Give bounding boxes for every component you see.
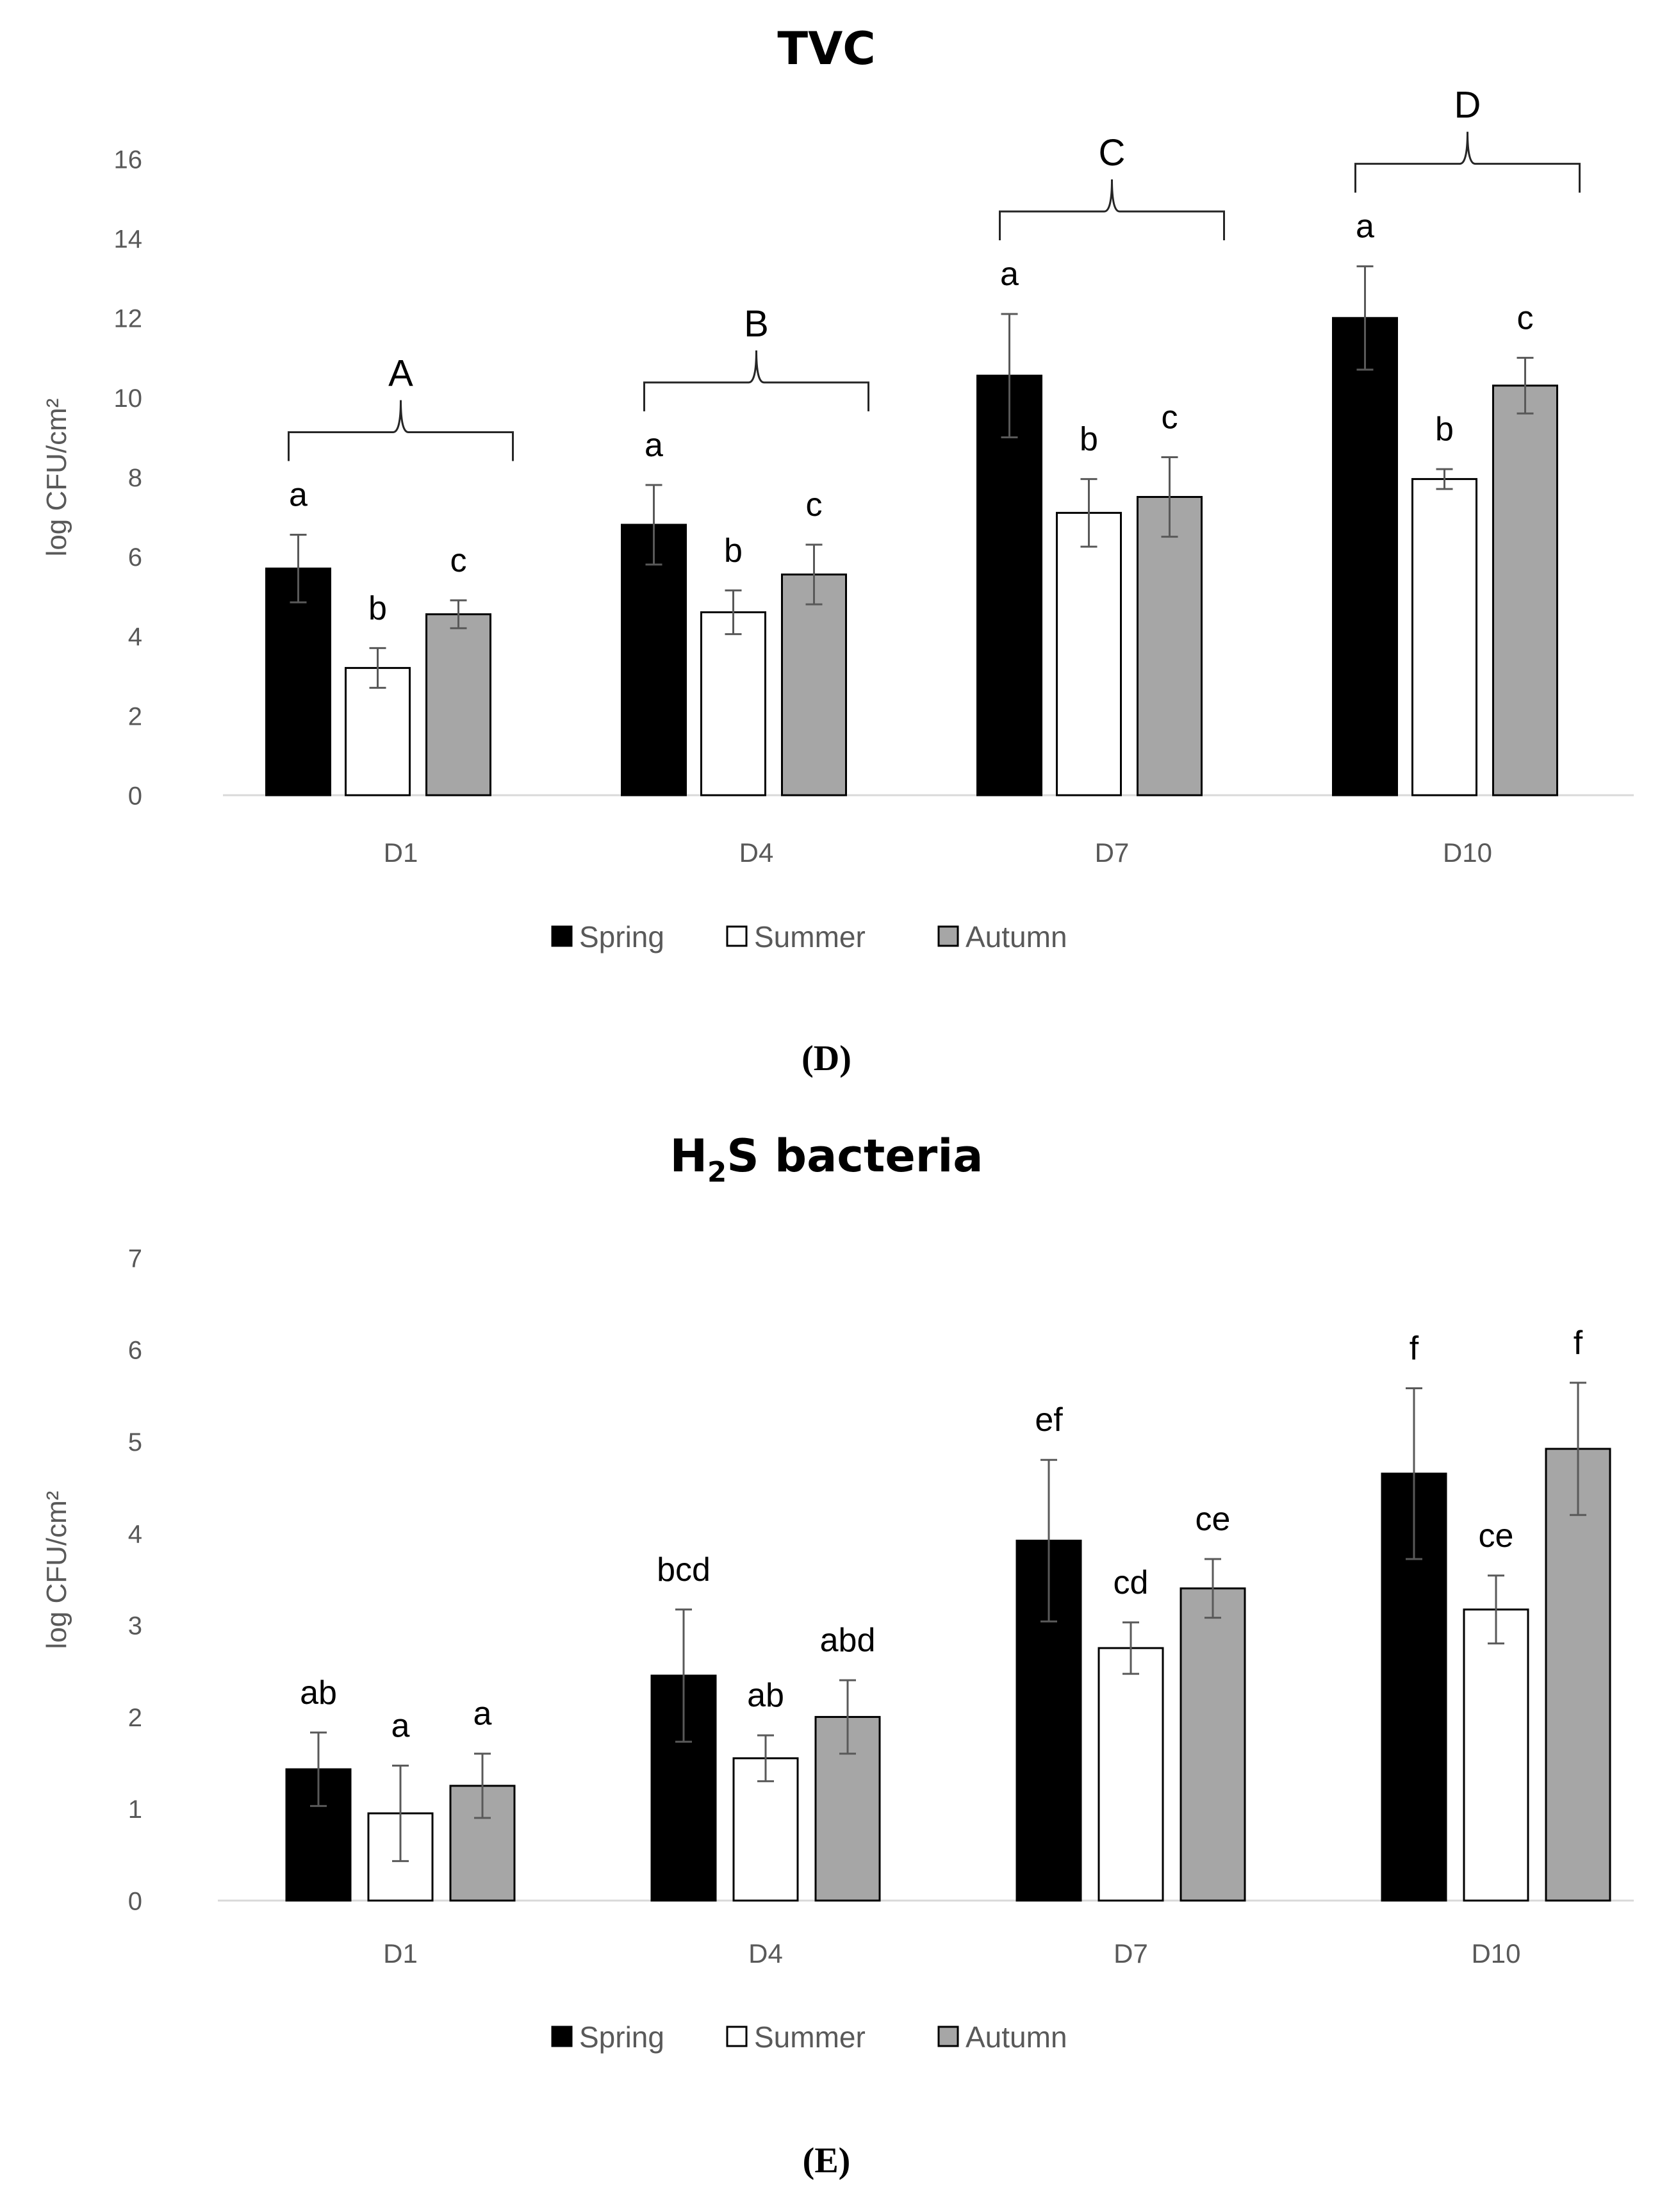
- significance-letter: b: [1435, 411, 1454, 448]
- y-tick-label: 4: [128, 623, 142, 651]
- significance-letter: b: [1080, 421, 1098, 458]
- significance-letter: a: [1356, 208, 1374, 245]
- chart-title: TVC: [777, 22, 875, 75]
- group-letter: D: [1454, 85, 1481, 126]
- panel-label: (D): [802, 1039, 851, 1078]
- y-tick-label: 2: [128, 702, 142, 730]
- y-tick-label: 12: [114, 305, 143, 333]
- y-tick-label: 4: [128, 1520, 142, 1548]
- significance-letter: c: [450, 542, 467, 579]
- legend-swatch-autumn: [937, 2026, 959, 2047]
- chart-title-part: H: [670, 1130, 707, 1182]
- y-tick-label: 0: [128, 1887, 142, 1915]
- y-tick-label: 6: [128, 543, 142, 572]
- y-tick-label: 8: [128, 464, 142, 492]
- legend-label-spring: Spring: [579, 920, 664, 953]
- y-tick-label: 16: [114, 145, 143, 174]
- significance-letter: c: [1517, 299, 1534, 336]
- bar-autumn: [1545, 1448, 1611, 1902]
- x-tick-label: D1: [383, 1938, 418, 1969]
- y-tick-label: 3: [128, 1612, 142, 1640]
- bar-spring: [265, 567, 331, 796]
- x-tick-label: D1: [384, 838, 418, 868]
- bar-summer: [700, 611, 766, 796]
- y-tick-label: 5: [128, 1428, 142, 1457]
- legend-swatch-autumn: [937, 925, 959, 947]
- y-tick-label: 6: [128, 1337, 142, 1365]
- legend-label-summer: Summer: [754, 2020, 866, 2054]
- legend-label-autumn: Autumn: [966, 920, 1067, 953]
- significance-letter: a: [391, 1707, 410, 1744]
- significance-letter: ce: [1196, 1501, 1231, 1538]
- bar-autumn: [425, 613, 491, 796]
- significance-letter: a: [289, 476, 308, 513]
- bar-autumn: [1137, 496, 1203, 796]
- bar-spring: [1332, 317, 1398, 796]
- y-axis-label: log CFU/cm²: [41, 399, 72, 557]
- bar-spring: [976, 374, 1042, 796]
- group-brace: [1354, 131, 1581, 193]
- significance-letter: b: [724, 532, 743, 569]
- chart-title-subscript: 2: [707, 1157, 727, 1189]
- group-brace: [999, 179, 1225, 241]
- chart-title-part: S bacteria: [727, 1130, 983, 1182]
- group-brace: [643, 350, 869, 411]
- significance-letter: b: [368, 590, 387, 627]
- x-tick-label: D7: [1095, 838, 1130, 868]
- significance-letter: f: [1574, 1325, 1583, 1362]
- bar-summer: [345, 666, 411, 796]
- significance-letter: ef: [1035, 1401, 1063, 1439]
- legend-swatch-summer: [726, 2026, 748, 2047]
- group-letter: C: [1099, 132, 1126, 174]
- x-tick-label: D10: [1471, 1938, 1520, 1969]
- significance-letter: f: [1410, 1330, 1419, 1367]
- x-tick-label: D7: [1114, 1938, 1148, 1969]
- significance-letter: c: [1162, 399, 1178, 436]
- bar-summer: [1411, 478, 1477, 796]
- significance-letter: ab: [300, 1674, 337, 1712]
- bar-autumn: [1492, 384, 1558, 796]
- y-tick-label: 1: [128, 1795, 142, 1824]
- significance-letter: abd: [820, 1622, 876, 1659]
- bar-summer: [1098, 1647, 1164, 1902]
- bar-spring: [621, 524, 687, 796]
- significance-letter: cd: [1114, 1564, 1149, 1601]
- tvc-chart: TVC 0 2 4 6 8 10 12 14 16 log CFU/cm² a b c D1 a b c D4 a b c…: [41, 22, 1634, 1078]
- legend-label-summer: Summer: [754, 920, 866, 953]
- panel-label: (E): [803, 2141, 851, 2181]
- group-letter: A: [388, 352, 413, 394]
- bar-autumn: [781, 574, 847, 796]
- legend-swatch-summer: [726, 925, 748, 947]
- y-tick-label: 0: [128, 782, 142, 810]
- y-axis-label: log CFU/cm²: [41, 1491, 72, 1649]
- x-tick-label: D4: [739, 838, 774, 868]
- bar-summer: [1056, 511, 1122, 796]
- x-tick-label: D4: [748, 1938, 783, 1969]
- chart-title: H2S bacteria: [670, 1130, 983, 1189]
- significance-letter: a: [1000, 256, 1019, 293]
- y-tick-label: 14: [114, 226, 143, 254]
- group-brace: [288, 400, 514, 461]
- significance-letter: c: [806, 486, 823, 524]
- bar-autumn: [1180, 1587, 1246, 1902]
- significance-letter: ab: [747, 1677, 784, 1714]
- significance-letter: bcd: [657, 1551, 711, 1589]
- y-tick-label: 2: [128, 1704, 142, 1732]
- y-tick-label: 10: [114, 384, 143, 413]
- group-letter: B: [744, 303, 769, 345]
- x-tick-label: D10: [1443, 838, 1492, 868]
- legend-label-autumn: Autumn: [966, 2020, 1067, 2054]
- legend-label-spring: Spring: [579, 2020, 664, 2054]
- legend-swatch-spring: [551, 925, 573, 947]
- legend-swatch-spring: [551, 2026, 573, 2047]
- significance-letter: a: [645, 427, 663, 464]
- significance-letter: a: [473, 1696, 492, 1733]
- significance-letter: ce: [1479, 1517, 1514, 1555]
- y-tick-label: 7: [128, 1244, 142, 1273]
- bar-summer: [1463, 1608, 1529, 1902]
